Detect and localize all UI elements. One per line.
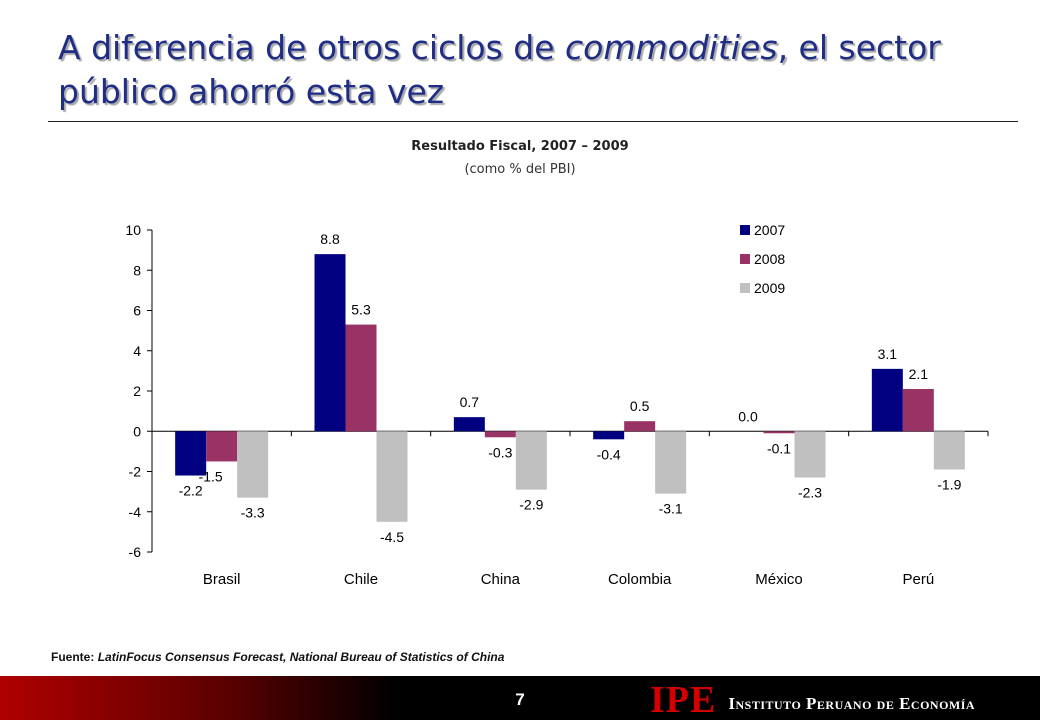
- data-label: 0.0: [738, 408, 758, 424]
- y-tick-label: 8: [133, 262, 141, 278]
- y-tick-label: 0: [133, 423, 141, 439]
- data-label: -1.9: [937, 476, 961, 492]
- bar-2008-brasil: [206, 431, 238, 462]
- data-label: -3.1: [659, 501, 683, 517]
- title-italic: commodities: [565, 28, 778, 67]
- data-label: -3.3: [241, 505, 265, 521]
- legend-swatch-2009: [740, 283, 750, 293]
- data-label: 2.1: [909, 366, 929, 382]
- ipe-logo: IPE Instituto Peruano de Economía: [650, 680, 975, 720]
- legend-swatch-2007: [740, 225, 750, 235]
- bar-2009-méxico: [794, 431, 826, 478]
- bar-2008-perú: [902, 388, 934, 432]
- title-part2: , el sector público ahorró esta vez: [58, 28, 941, 111]
- y-tick-label: 10: [125, 222, 141, 238]
- data-label: -2.9: [519, 497, 543, 513]
- y-tick-label: 4: [133, 343, 141, 359]
- x-category-label: Brasil: [203, 571, 241, 588]
- data-label: -0.3: [488, 444, 512, 460]
- source-text: LatinFocus Consensus Forecast, National …: [97, 650, 505, 664]
- data-label: -1.5: [199, 468, 223, 484]
- legend-label: 2007: [754, 222, 785, 238]
- source-label: Fuente:: [51, 650, 95, 664]
- y-tick-label: -6: [129, 544, 142, 560]
- slide-title: A diferencia de otros ciclos de commodit…: [58, 26, 1018, 114]
- x-category-label: Colombia: [608, 571, 672, 588]
- bar-2009-brasil: [237, 431, 269, 498]
- bar-2009-perú: [933, 431, 965, 470]
- bar-2007-chile: [314, 254, 346, 432]
- bar-2008-chile: [345, 324, 377, 432]
- bar-2009-colombia: [655, 431, 687, 494]
- chart-subtitle: (como % del PBI): [464, 162, 576, 177]
- y-tick-label: -4: [129, 504, 142, 520]
- bar-2008-colombia: [624, 421, 656, 432]
- data-label: 0.7: [460, 394, 480, 410]
- chart-title: Resultado Fiscal, 2007 – 2009: [411, 139, 629, 154]
- legend-swatch-2008: [740, 254, 750, 264]
- logo-mark: IPE: [650, 679, 717, 721]
- legend-label: 2008: [754, 251, 785, 267]
- footer-bar: [0, 676, 1040, 720]
- y-tick-label: 6: [133, 303, 141, 319]
- logo-name: Instituto Peruano de Economía: [728, 694, 976, 713]
- bar-2009-chile: [376, 431, 408, 522]
- bar-2009-china: [515, 431, 547, 490]
- data-label: -2.3: [798, 485, 822, 501]
- data-label: 3.1: [878, 346, 898, 362]
- x-category-label: México: [755, 571, 803, 588]
- fiscal-result-bar-chart: 10 8 6 4 2 0 -2 -4 -6 -2.2-1.5 -3.3 Brasil 8.8 5.3 -4.…: [125, 222, 989, 588]
- bar-2007-perú: [871, 368, 903, 432]
- legend-label: 2009: [754, 280, 785, 296]
- data-label: -0.4: [597, 446, 621, 462]
- bar-2007-china: [453, 417, 485, 432]
- bar-2007-colombia: [593, 431, 625, 440]
- data-label: 8.8: [320, 231, 340, 247]
- title-part1: A diferencia de otros ciclos de: [58, 28, 566, 67]
- y-tick-label: 2: [133, 383, 141, 399]
- page-number: 7: [515, 690, 525, 709]
- data-label: -2.2: [179, 483, 203, 499]
- x-category-label: China: [481, 571, 521, 588]
- x-category-label: Chile: [344, 571, 378, 588]
- data-label: -0.1: [767, 440, 791, 456]
- bar-2008-méxico: [763, 431, 795, 434]
- footer-dark-panel: [415, 676, 1040, 720]
- bar-2007-brasil: [175, 431, 207, 476]
- y-tick-label: -2: [129, 464, 142, 480]
- data-label: -4.5: [380, 529, 404, 545]
- source-note: Fuente: LatinFocus Consensus Forecast, N…: [51, 650, 951, 664]
- x-category-label: Perú: [902, 571, 934, 588]
- data-label: 5.3: [351, 302, 371, 318]
- data-label: 0.5: [630, 398, 650, 414]
- title-divider: [48, 121, 1018, 122]
- bar-2008-china: [484, 431, 516, 438]
